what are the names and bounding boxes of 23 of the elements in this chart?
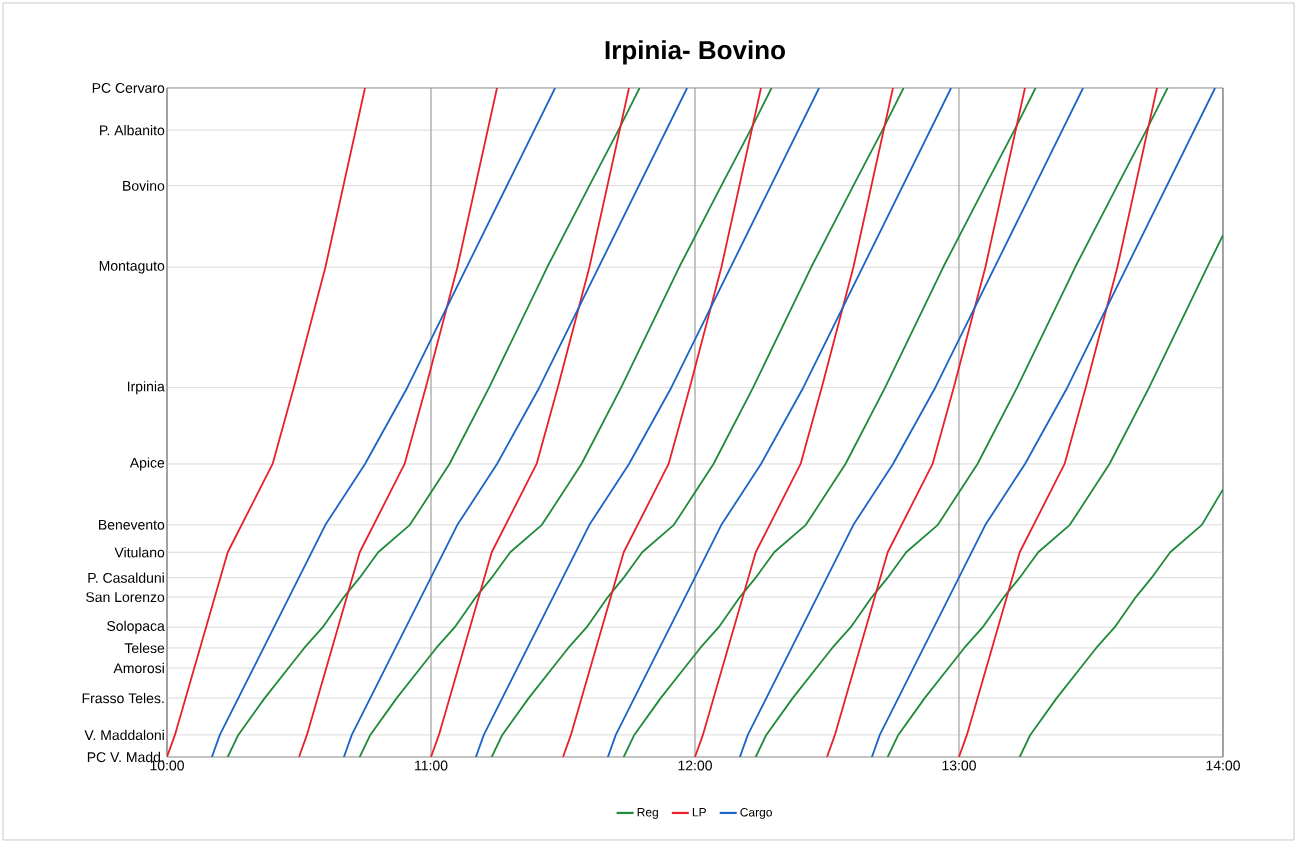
chart-title: Irpinia- Bovino (605, 40, 785, 65)
x-tick-label: 13:00 (942, 760, 976, 771)
ref-line-label: Bovino (123, 180, 165, 191)
legend-label: LP (692, 808, 706, 817)
ref-line-label: San Lorenzo (86, 592, 165, 603)
x-tick-label: 11:00 (415, 760, 448, 771)
ref-line-label: Apice (129, 457, 165, 471)
ref-line-label: Solopaca (107, 620, 165, 634)
ref-line-label: Telese (124, 642, 165, 654)
ref-line-label: Montaguto (99, 261, 165, 274)
ref-line-label: P. Albanito (100, 124, 165, 136)
x-tick-label: 14:00 (1206, 760, 1240, 771)
ref-line-label: PC Cervaro (92, 83, 165, 93)
ref-line-label: V. Maddaloni (84, 729, 164, 741)
x-tick-label: 12:00 (678, 760, 712, 771)
legend-label: Cargo (740, 808, 772, 819)
ref-line-label: Frasso Teles. (82, 692, 164, 704)
legend-label: Reg (637, 808, 658, 819)
ref-line-label: Benevento (99, 519, 165, 530)
ref-line-label: Irpinia (127, 381, 165, 395)
ref-line-label: Amorosi (113, 662, 164, 674)
ref-line-label: P. Casalduni (88, 572, 164, 583)
ref-line-label: Vitulano (114, 547, 165, 558)
